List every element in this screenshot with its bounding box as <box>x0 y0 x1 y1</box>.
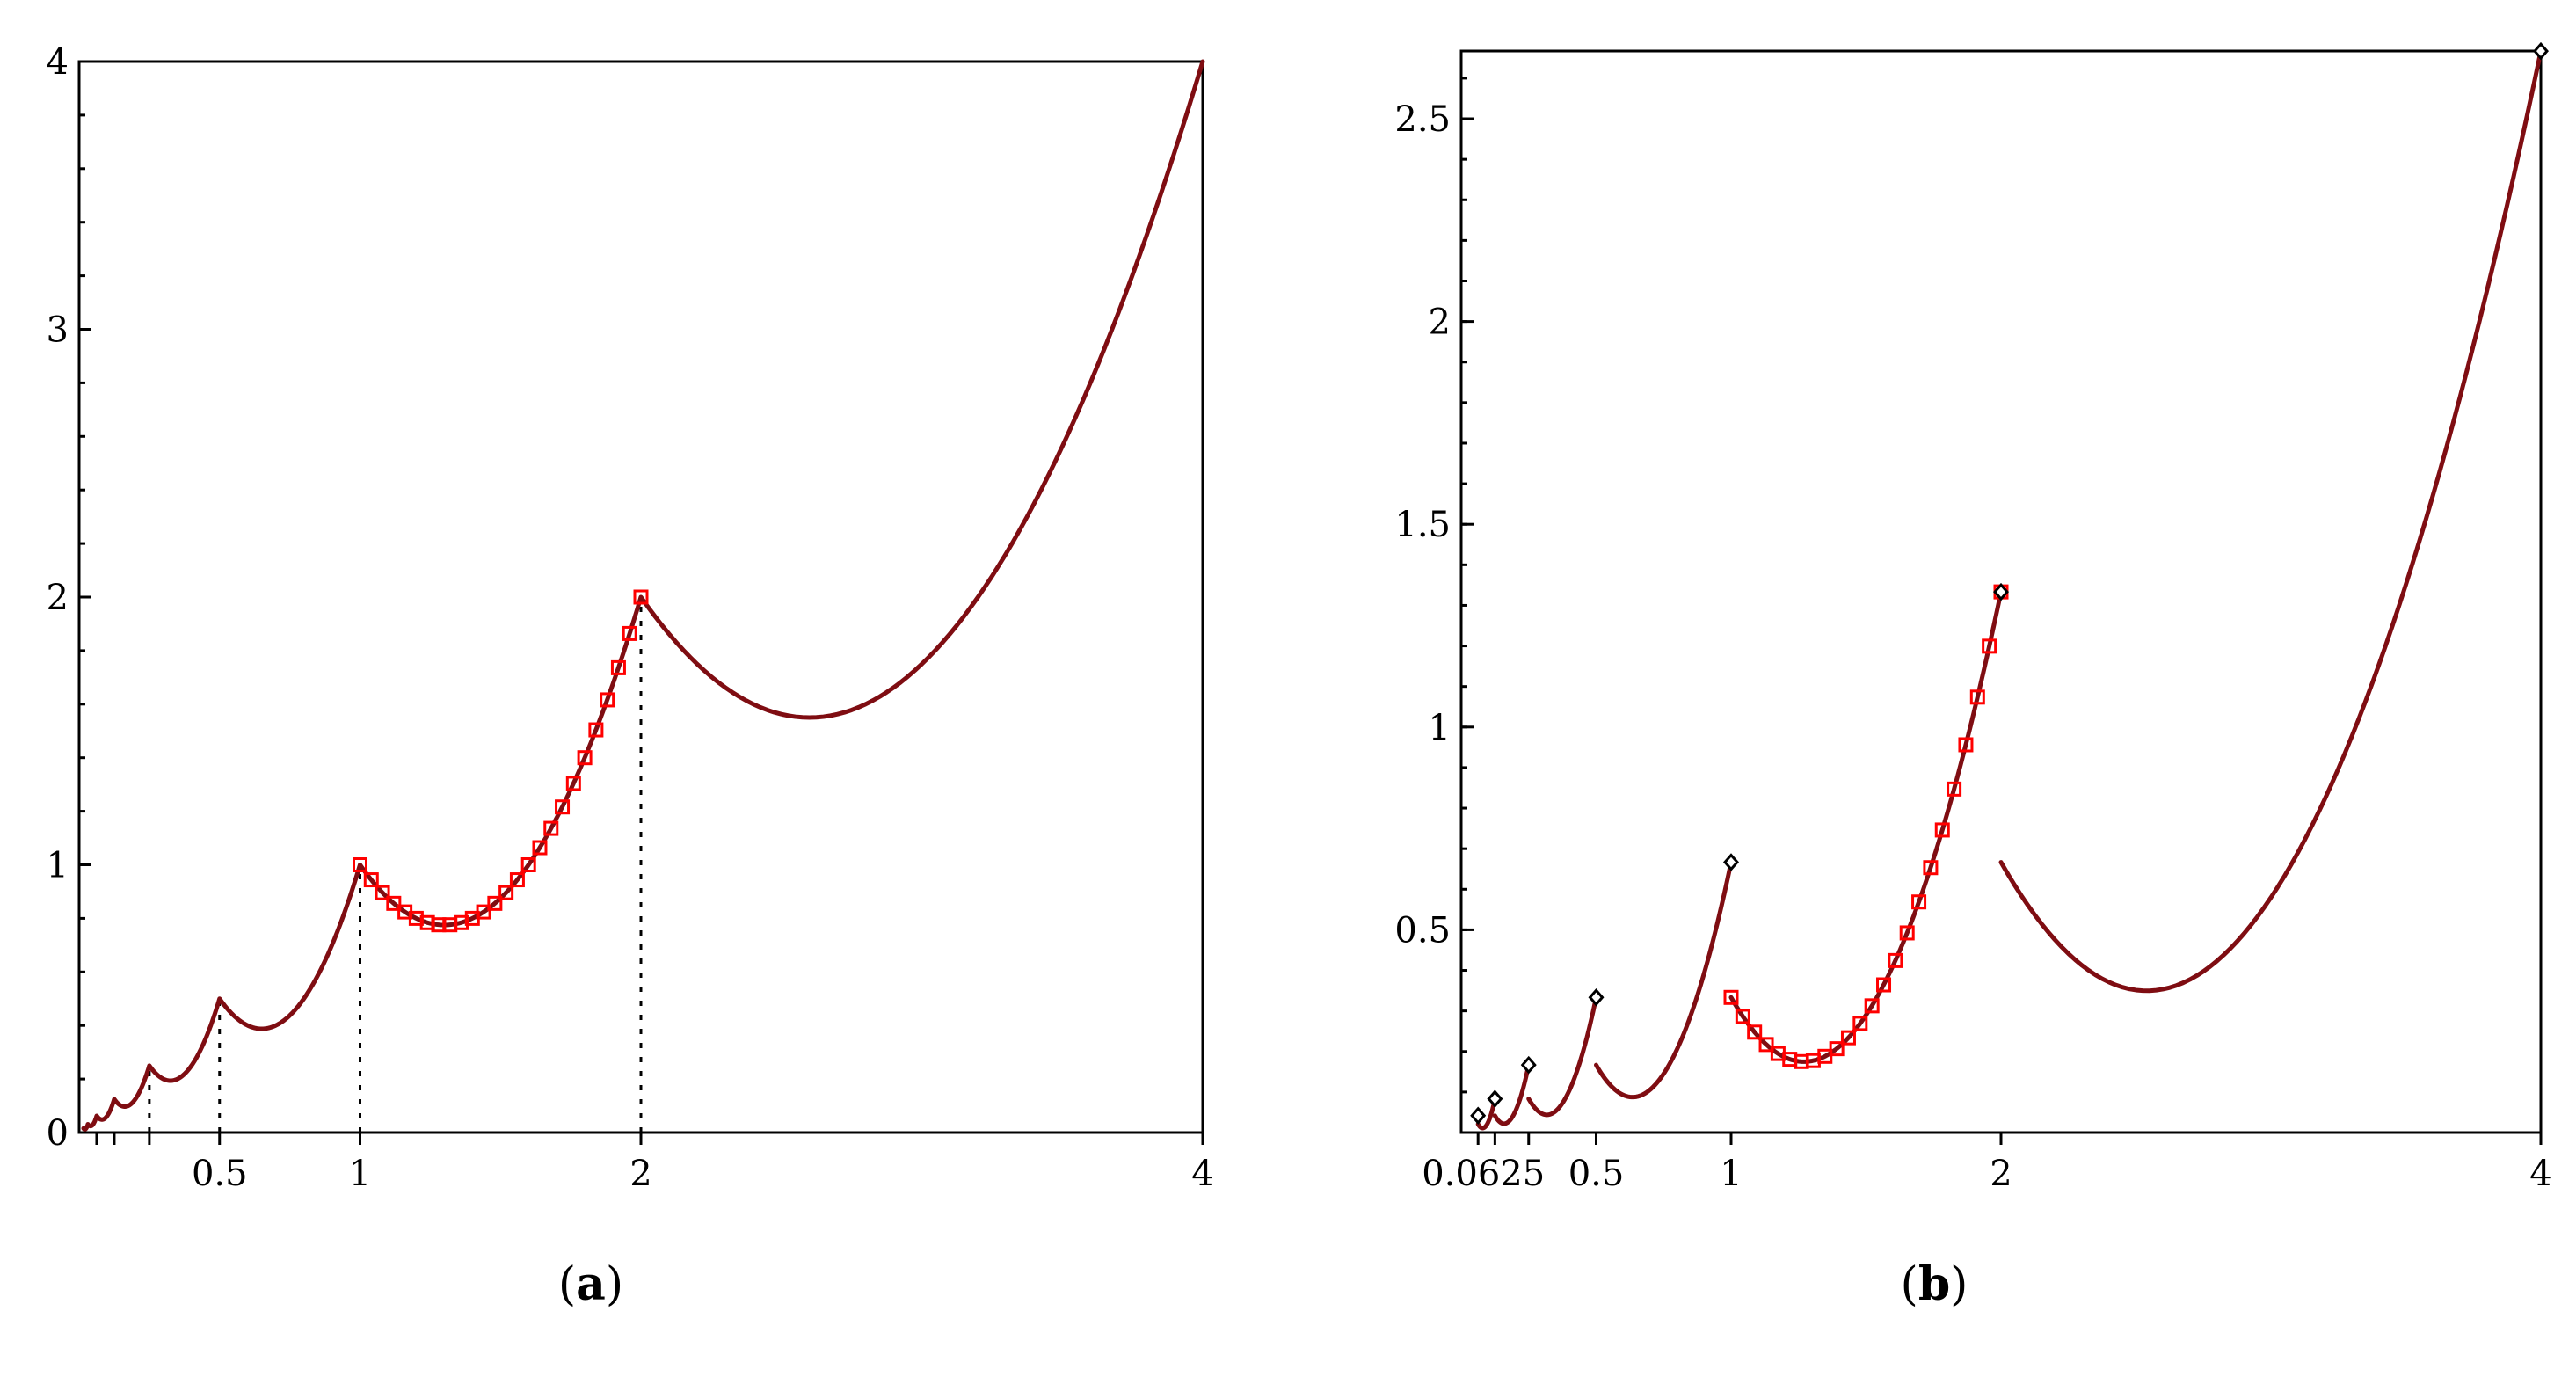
data-point-diamond <box>1487 1089 1503 1108</box>
data-point-square <box>577 750 593 766</box>
data-point-square <box>1934 822 1950 838</box>
data-point-square <box>1899 925 1915 941</box>
y-tick-label: 2 <box>47 578 69 618</box>
data-point-square <box>476 904 491 920</box>
data-point-square <box>555 799 571 815</box>
data-point-square <box>633 589 649 605</box>
data-point-square <box>588 722 604 738</box>
data-point-square <box>1947 781 1962 797</box>
y-tick-label: 0.5 <box>1394 910 1451 951</box>
x-tick-label: 4 <box>2529 1154 2551 1194</box>
data-point-square <box>1747 1024 1763 1040</box>
data-point-square <box>1829 1041 1845 1057</box>
data-point-diamond <box>1723 853 1739 871</box>
y-tick-label: 3 <box>47 310 69 351</box>
y-tick-label: 1.5 <box>1394 505 1451 545</box>
data-point-diamond <box>1520 1055 1537 1075</box>
y-tick-label: 2.5 <box>1394 99 1451 140</box>
y-tick-label: 1 <box>1429 708 1451 748</box>
panel-a-label: (a) <box>558 1257 623 1311</box>
panel-a-chart: 0 1 2 3 4 0.5 1 2 4 <box>47 42 1214 1194</box>
function-curve-piece <box>1526 995 1598 1118</box>
x-tick-label: 2 <box>629 1154 651 1194</box>
x-tick-label: 0.5 <box>192 1154 248 1194</box>
y-tick-label: 4 <box>47 42 69 83</box>
data-point-square <box>375 885 390 900</box>
data-point-square <box>520 857 536 872</box>
data-point-square <box>1840 1030 1856 1046</box>
data-point-diamond <box>1993 582 2009 601</box>
data-point-square <box>532 840 548 856</box>
data-point-square <box>363 872 379 888</box>
data-point-diamond <box>1588 988 1605 1007</box>
data-point-square <box>1911 894 1927 910</box>
data-point-square <box>610 659 626 675</box>
y-tick-label: 0 <box>47 1113 69 1154</box>
panel-b-label: (b) <box>1901 1257 1968 1311</box>
data-point-square <box>543 820 559 836</box>
function-curve-piece <box>1998 48 2543 994</box>
data-point-square <box>1864 998 1880 1014</box>
function-curve-piece <box>1594 860 1734 1100</box>
data-point-square <box>1958 737 1974 753</box>
y-tick-label: 1 <box>47 846 69 886</box>
data-point-square <box>487 895 503 911</box>
x-tick-label: 0.0625 <box>1422 1154 1545 1194</box>
x-tick-label: 2 <box>1990 1154 2012 1194</box>
data-point-square <box>386 895 402 911</box>
data-point-diamond <box>2533 41 2549 61</box>
function-curve-piece <box>1492 1062 1532 1126</box>
data-point-square <box>498 885 514 900</box>
function-curve-piece <box>1475 1097 1497 1131</box>
x-tick-label: 1 <box>349 1154 371 1194</box>
data-point-square <box>1923 860 1939 876</box>
function-curve <box>81 59 1205 1132</box>
function-curve-piece <box>1728 589 2004 1064</box>
panel-b-chart: 0.5 1 1.5 2 2.5 0.0625 0.5 1 2 4 <box>1394 41 2552 1194</box>
data-point-square <box>509 872 525 888</box>
data-point-square <box>1735 1009 1750 1024</box>
data-point-square <box>1852 1016 1868 1031</box>
data-point-square <box>600 692 615 708</box>
x-tick-label: 0.5 <box>1568 1154 1625 1194</box>
x-tick-label: 4 <box>1191 1154 1213 1194</box>
data-point-square <box>1982 638 1997 654</box>
data-point-square <box>565 776 581 791</box>
x-tick-label: 1 <box>1720 1154 1742 1194</box>
data-point-square <box>1969 689 1985 705</box>
data-point-square <box>1817 1048 1833 1064</box>
data-point-square <box>1758 1037 1774 1053</box>
data-point-square <box>622 625 637 641</box>
data-point-diamond <box>1470 1106 1487 1126</box>
data-point-square <box>1723 989 1739 1005</box>
data-point-square <box>353 857 367 872</box>
y-tick-label: 2 <box>1429 302 1451 343</box>
data-point-square <box>1876 977 1892 993</box>
data-point-square <box>1888 952 1903 968</box>
